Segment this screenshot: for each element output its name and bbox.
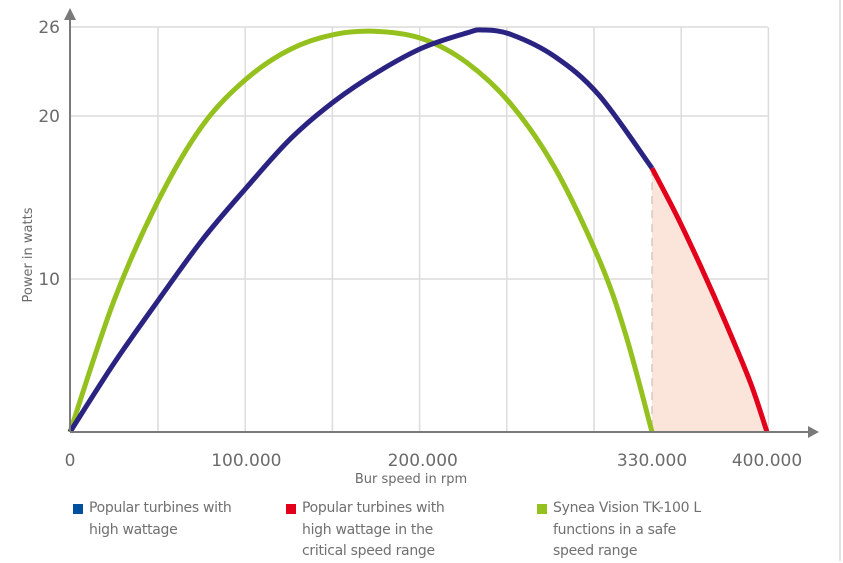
legend-swatch-red bbox=[286, 504, 296, 514]
legend-label: Popular turbines with bbox=[302, 500, 445, 516]
legend-swatch-green bbox=[537, 504, 547, 514]
x-tick-label: 330.000 bbox=[617, 451, 687, 471]
axes bbox=[64, 8, 819, 438]
x-axis-arrow bbox=[808, 426, 819, 438]
tick-labels: 0 100.000 200.000 330.000 400.000 10 20 26 bbox=[38, 18, 802, 471]
legend-item-blue: Popular turbines with high wattage bbox=[73, 498, 259, 541]
y-axis-label: Power in watts bbox=[21, 207, 36, 302]
y-tick-label: 20 bbox=[38, 107, 60, 127]
legend-label: critical speed range bbox=[302, 543, 435, 559]
legend-label: Synea Vision TK-100 L bbox=[553, 500, 701, 516]
legend-label: high wattage bbox=[89, 521, 178, 538]
legend-label: speed range bbox=[553, 543, 638, 559]
critical-speed-area bbox=[652, 168, 767, 432]
series-lines bbox=[67, 27, 770, 434]
legend-item-green: Synea Vision TK-100 L functions in a saf… bbox=[537, 498, 723, 563]
y-tick-label: 26 bbox=[38, 18, 60, 38]
series-line-red bbox=[649, 167, 770, 433]
y-axis-arrow bbox=[64, 8, 76, 20]
legend-item-red: Popular turbines with high wattage in th… bbox=[286, 498, 472, 563]
legend-swatch-blue bbox=[73, 504, 83, 514]
y-tick-label: 10 bbox=[38, 270, 60, 290]
x-tick-label: 200.000 bbox=[388, 451, 458, 471]
grid bbox=[70, 26, 770, 432]
legend-label: functions in a safe bbox=[553, 521, 676, 538]
legend-label: Popular turbines with bbox=[89, 500, 232, 516]
series-line-green bbox=[67, 28, 655, 433]
legend-label: high wattage in the bbox=[302, 521, 433, 538]
x-tick-label: 100.000 bbox=[211, 451, 281, 471]
x-axis-label: Bur speed in rpm bbox=[355, 472, 467, 487]
series-line-blue bbox=[67, 27, 655, 434]
x-tick-label: 400.000 bbox=[732, 451, 802, 471]
x-tick-label: 0 bbox=[65, 451, 76, 471]
